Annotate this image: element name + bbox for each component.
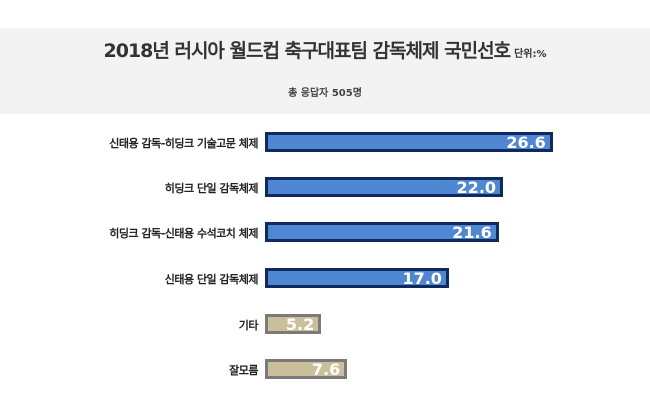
- chart-subtitle: 총 응답자 505명: [288, 88, 362, 99]
- data-label: 7.6: [311, 360, 341, 379]
- title-text: 2018년 러시아 월드컵 축구대표팀 감독체제 국민선호: [103, 40, 512, 62]
- category-label: 히딩크 감독-신태용 수석코치 체제: [109, 227, 258, 241]
- category-label: 히딩크 단일 감독체제: [164, 182, 259, 196]
- data-label: 17.0: [402, 268, 442, 288]
- bar: 21.6: [265, 222, 499, 243]
- category-label: 잘모름: [229, 364, 258, 377]
- bar: 26.6: [265, 132, 553, 152]
- chart-title: 2018년 러시아 월드컵 축구대표팀 감독체제 국민선호 단위:%: [0, 36, 650, 63]
- category-label: 신태용 감독-히딩크 기술고문 체제: [109, 137, 258, 150]
- data-label: 26.6: [506, 133, 546, 152]
- category-label: 기타: [238, 318, 259, 332]
- category-label: 신태용 단일 감독체제: [164, 272, 259, 286]
- unit-label: 단위:%: [514, 49, 547, 60]
- data-label: 22.0: [456, 178, 497, 198]
- header-panel: [0, 28, 650, 114]
- bar: 17.0: [265, 267, 449, 288]
- data-label: 5.2: [285, 314, 315, 334]
- bar: 22.0: [265, 177, 504, 198]
- bar: 7.6: [265, 359, 348, 379]
- bar: 5.2: [265, 313, 322, 334]
- data-label: 21.6: [452, 223, 492, 243]
